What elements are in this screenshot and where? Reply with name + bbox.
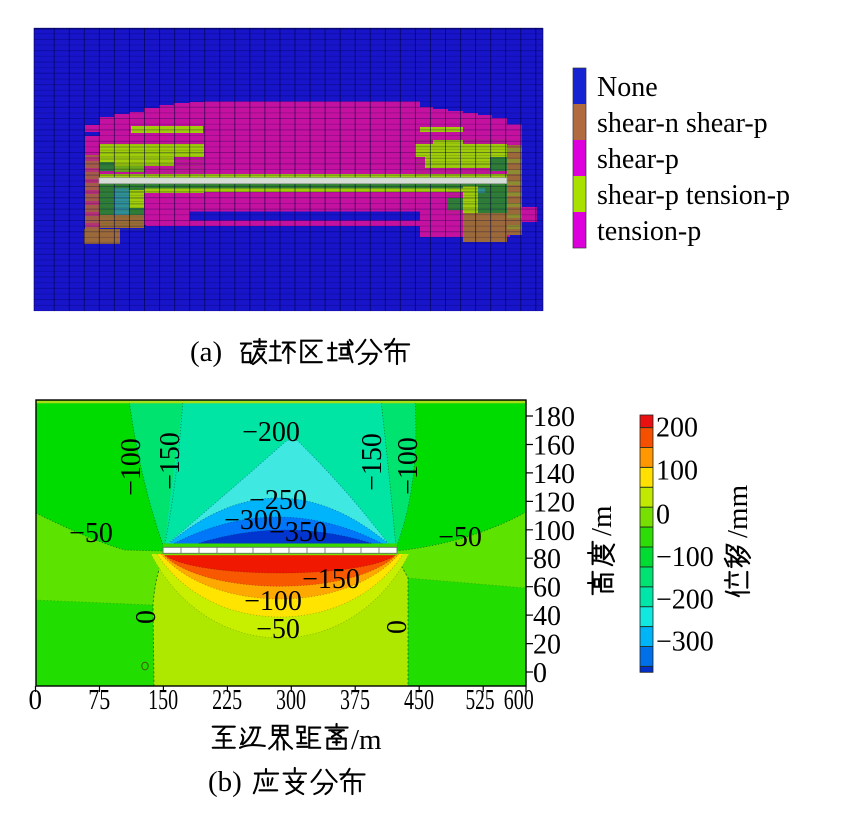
svg-text:tension-p: tension-p — [597, 216, 701, 247]
svg-text:shear-p: shear-p — [597, 144, 679, 175]
svg-text:/m: /m — [351, 724, 382, 756]
svg-text:−150: −150 — [357, 433, 388, 491]
svg-text:600: 600 — [504, 684, 534, 716]
svg-text:shear-p tension-p: shear-p tension-p — [597, 180, 790, 211]
svg-text:/m: /m — [586, 505, 618, 536]
svg-text:160: 160 — [533, 431, 575, 462]
svg-text:375: 375 — [340, 684, 370, 716]
svg-text:450: 450 — [404, 684, 434, 716]
svg-text:20: 20 — [533, 630, 561, 661]
svg-text:0: 0 — [29, 684, 43, 716]
svg-text:60: 60 — [533, 573, 561, 604]
svg-text:−100: −100 — [656, 542, 714, 573]
svg-text:−300: −300 — [656, 627, 714, 658]
svg-text:140: 140 — [533, 459, 575, 490]
svg-text:300: 300 — [276, 684, 306, 716]
svg-text:180: 180 — [533, 402, 575, 433]
svg-text:200: 200 — [656, 413, 698, 444]
svg-text:−200: −200 — [656, 585, 714, 616]
svg-text:None: None — [597, 72, 658, 103]
svg-text:−150: −150 — [302, 564, 360, 595]
svg-text:−200: −200 — [242, 417, 300, 448]
svg-text:0: 0 — [656, 500, 670, 531]
svg-text:150: 150 — [148, 684, 178, 716]
svg-text:−150: −150 — [155, 432, 186, 490]
svg-text:−250: −250 — [249, 485, 307, 516]
svg-text:−50: −50 — [438, 522, 482, 553]
svg-text:80: 80 — [533, 544, 561, 575]
svg-text:shear-n shear-p: shear-n shear-p — [597, 108, 768, 139]
svg-text:75: 75 — [88, 684, 110, 716]
svg-text:100: 100 — [656, 456, 698, 487]
svg-text:−100: −100 — [393, 437, 424, 495]
svg-text:−100: −100 — [116, 438, 147, 496]
svg-text:−350: −350 — [269, 517, 327, 548]
svg-text:100: 100 — [533, 516, 575, 547]
svg-text:120: 120 — [533, 487, 575, 518]
svg-text:0: 0 — [533, 658, 547, 689]
svg-text:/mm: /mm — [722, 484, 754, 538]
svg-text:−100: −100 — [244, 586, 302, 617]
svg-text:0: 0 — [131, 610, 162, 624]
svg-text:−50: −50 — [256, 614, 300, 645]
svg-text:40: 40 — [533, 601, 561, 632]
svg-text:525: 525 — [466, 684, 495, 716]
svg-text:(b): (b) — [208, 766, 242, 798]
svg-text:0: 0 — [382, 620, 413, 634]
svg-text:225: 225 — [212, 684, 242, 716]
svg-text:−300: −300 — [224, 505, 282, 536]
svg-text:−50: −50 — [69, 518, 113, 549]
svg-text:(a): (a) — [190, 336, 222, 368]
